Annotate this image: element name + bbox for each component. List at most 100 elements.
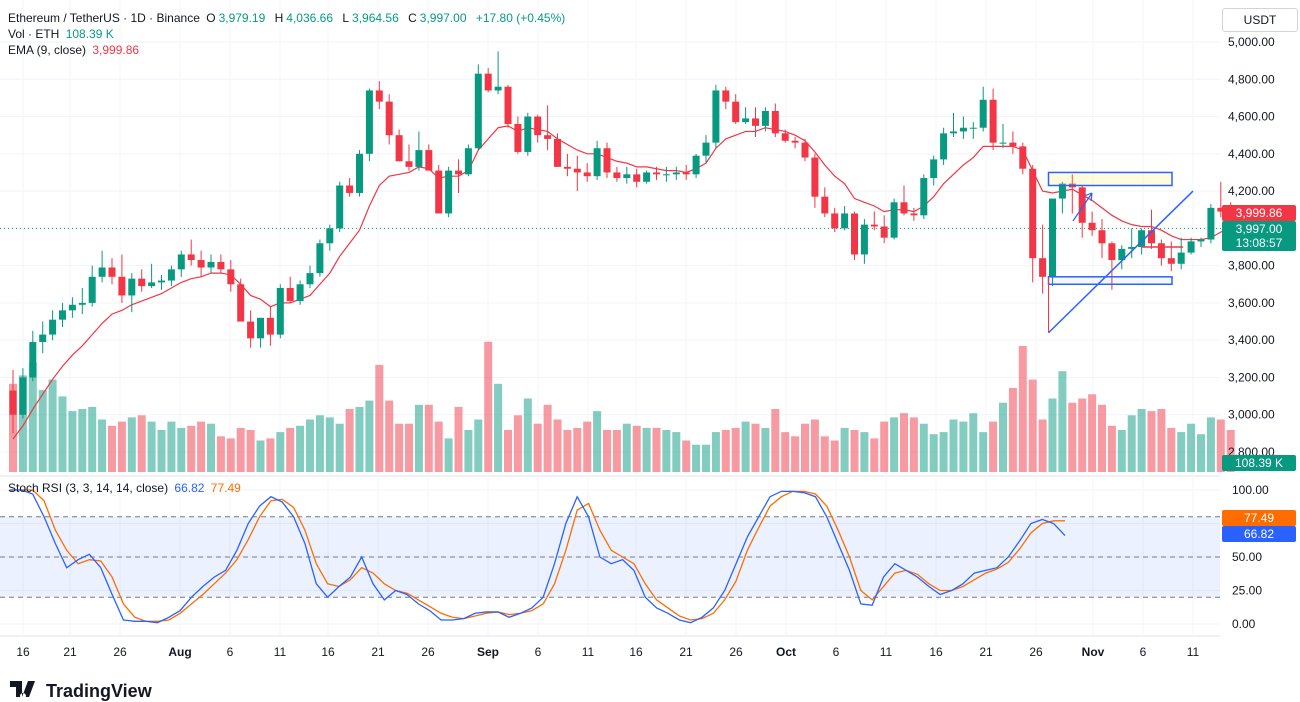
candle-body [831, 213, 839, 229]
candle-body [435, 170, 443, 214]
price-tick-label: 4,200.00 [1228, 184, 1275, 198]
time-tick-label: 21 [63, 645, 77, 659]
ascending-trendline [1047, 190, 1194, 334]
tradingview-wordmark: TradingView [46, 680, 152, 701]
candle-body [415, 150, 423, 167]
ema-badge [1222, 205, 1296, 221]
volume-bar [850, 430, 859, 472]
volume-bar [771, 409, 780, 472]
time-axis[interactable]: 16 21 26 Aug 6 11 16 21 26 Sep 6 11 16 21 26 Oct 6 11 16 21… [16, 645, 1199, 659]
candle-body [514, 124, 522, 152]
candle-body [880, 226, 888, 238]
tradingview-logo-icon [10, 681, 40, 701]
candle-body [870, 224, 878, 227]
candle-body [613, 172, 621, 179]
volume-bar [573, 427, 582, 472]
volume-bar [969, 413, 978, 472]
candle-body [286, 288, 294, 302]
overbought-oversold-band [0, 516, 1220, 598]
volume-bar [989, 421, 998, 472]
volume-bar [38, 390, 47, 472]
candle-body [1217, 207, 1225, 212]
volume-bar [1216, 419, 1225, 472]
time-tick-label: 11 [274, 645, 287, 659]
volume-bar [929, 434, 938, 472]
volume-bar [48, 379, 57, 472]
volume-bar [296, 425, 305, 472]
volume-bar [246, 430, 255, 472]
symbol-legend[interactable]: Ethereum / TetherUS · 1D · Binance O 3,97… [8, 10, 568, 26]
stoch-k-line [10, 489, 1066, 624]
time-tick-label: 21 [679, 645, 693, 659]
currency-button[interactable]: USDT [1222, 8, 1298, 32]
candle-body [385, 101, 393, 136]
volume-bar [1088, 394, 1097, 472]
volume-bar [513, 415, 522, 472]
candle-body [425, 150, 433, 171]
candle-body [890, 202, 898, 238]
symbol-title[interactable]: Ethereum / TetherUS · 1D · Binance [8, 11, 200, 25]
volume-bar [1078, 398, 1087, 472]
volume-bar [692, 444, 701, 472]
volume-bar [58, 396, 67, 472]
candle-body [1019, 146, 1027, 169]
candle-body [989, 99, 997, 143]
candle-body [524, 116, 532, 152]
volume-bar [523, 398, 532, 472]
volume-bar [533, 423, 542, 472]
candle-body [702, 142, 710, 156]
volume-bar [622, 423, 631, 472]
volume-bar [395, 423, 404, 472]
volume-legend[interactable]: Vol · ETH 108.39 K [8, 26, 117, 42]
candle-body [336, 185, 344, 229]
candle-body [227, 269, 235, 285]
stoch-k-badge-text: 66.82 [1244, 527, 1274, 541]
volume-bar [1147, 411, 1156, 472]
candle-body [979, 99, 987, 128]
volume-bar [306, 419, 314, 472]
volume-bar [137, 415, 146, 472]
volume-bar [108, 425, 116, 472]
volume-bar [781, 432, 790, 472]
ema-legend[interactable]: EMA (9, close) 3,999.86 [8, 42, 142, 58]
candle-body [167, 269, 175, 281]
candle-body [39, 334, 47, 343]
trend-drawings[interactable] [1047, 171, 1194, 334]
candle-body [771, 110, 779, 134]
volume-bar [1048, 398, 1057, 472]
ema-label: EMA (9, close) [8, 43, 87, 57]
price-badge-text: 13:08:57 [1236, 236, 1283, 250]
volume-bar [197, 421, 206, 472]
volume-bar [1177, 432, 1186, 472]
volume-bar [504, 430, 512, 472]
candle-body [1167, 258, 1175, 264]
volume-bar [1028, 379, 1037, 472]
candle-body [930, 159, 938, 179]
volume-bar [612, 430, 621, 472]
candle-body [1029, 168, 1037, 259]
volume-bar [919, 423, 928, 472]
volume-bar [909, 417, 918, 472]
stoch-rsi-legend[interactable]: Stoch RSI (3, 3, 14, 14, close) 66.82 77… [8, 480, 244, 496]
candle-body [88, 276, 96, 303]
volume-bar [365, 400, 374, 472]
volume-bar [385, 400, 394, 472]
volume-bar [900, 413, 908, 472]
time-tick-label: Oct [776, 645, 796, 659]
volume-bar [999, 402, 1007, 472]
candle-body [405, 161, 413, 167]
volume-bar [791, 436, 800, 472]
volume-bar [216, 436, 225, 472]
volume-bar [642, 427, 651, 472]
candle-body [9, 390, 17, 415]
volume-bar [98, 419, 107, 472]
volume-bar [553, 419, 562, 472]
volume-badge [1222, 455, 1296, 471]
candle-body [1187, 241, 1195, 253]
volume-bar [187, 425, 196, 472]
candle-body [593, 148, 601, 177]
tradingview-logo[interactable]: TradingView [10, 680, 152, 701]
price-tick-label: 3,800.00 [1228, 259, 1275, 273]
